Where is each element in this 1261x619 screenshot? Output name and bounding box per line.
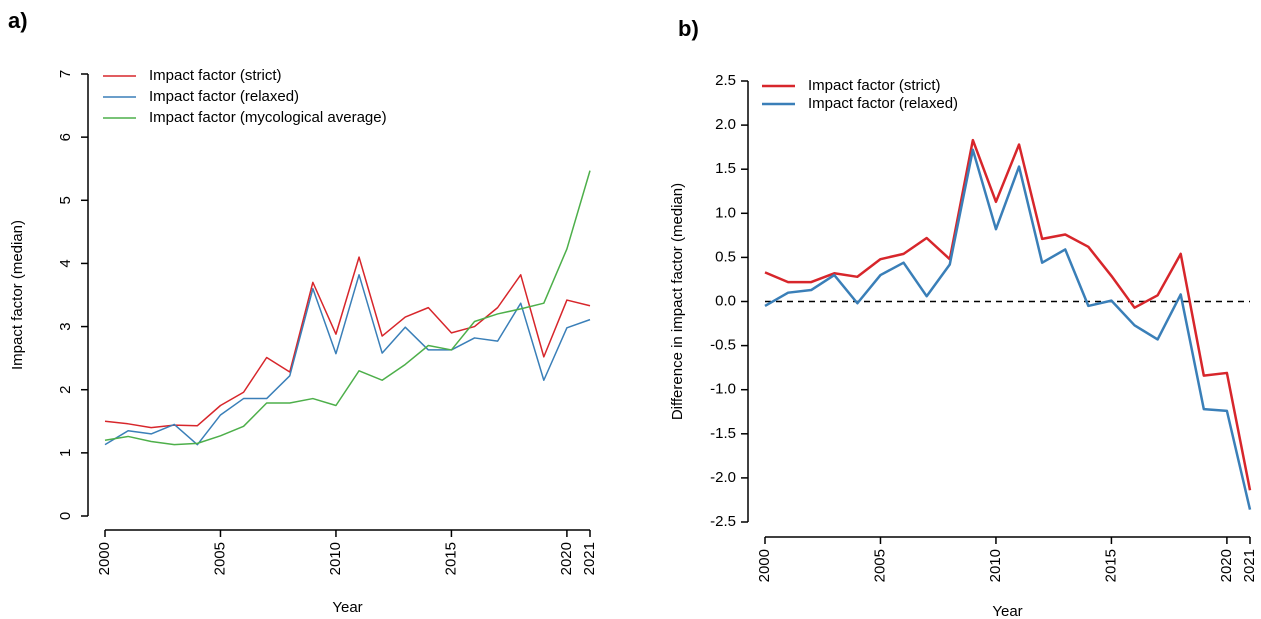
x-tick-label: 2010: [327, 542, 344, 575]
x-tick-label: 2020: [558, 542, 575, 575]
y-tick-label: 6: [57, 133, 74, 141]
x-tick-label: 2005: [211, 542, 228, 575]
y-tick-label: 7: [57, 70, 74, 78]
y-tick-label: -2.0: [710, 469, 736, 486]
y-tick-label: 0.5: [715, 248, 736, 265]
y-tick-label: 0: [57, 512, 74, 520]
y-tick-label: 5: [57, 196, 74, 204]
y-axis-label: Impact factor (median): [9, 220, 26, 370]
y-tick-label: -1.5: [710, 425, 736, 442]
x-tick-label: 2000: [96, 542, 113, 575]
y-tick-label: 0.0: [715, 292, 736, 309]
series-line: [104, 256, 591, 429]
y-tick-label: 2: [57, 386, 74, 394]
y-tick-label: 1.0: [715, 204, 736, 221]
y-tick-label: 1: [57, 449, 74, 457]
series-line: [104, 170, 591, 446]
panel-label: a): [8, 8, 28, 33]
y-tick-label: 2.0: [715, 116, 736, 133]
x-tick-label: 2021: [1241, 549, 1258, 582]
legend-label: Impact factor (mycological average): [149, 109, 387, 126]
series-line: [764, 138, 1252, 491]
y-tick-label: -2.5: [710, 513, 736, 530]
y-tick-label: -1.0: [710, 381, 736, 398]
series-line: [764, 148, 1252, 510]
x-tick-label: 2015: [1102, 549, 1119, 582]
series-line: [104, 274, 591, 446]
panel-label: b): [678, 16, 699, 41]
legend-label: Impact factor (strict): [149, 67, 282, 84]
y-axis-label: Difference in impact factor (median): [669, 183, 686, 420]
x-tick-label: 2021: [581, 542, 598, 575]
y-tick-label: 2.5: [715, 72, 736, 89]
x-tick-label: 2015: [442, 542, 459, 575]
legend-label: Impact factor (strict): [808, 77, 941, 94]
legend-label: Impact factor (relaxed): [149, 88, 299, 105]
x-axis-label: Year: [332, 599, 362, 616]
y-tick-label: 4: [57, 259, 74, 267]
x-tick-label: 2010: [987, 549, 1004, 582]
x-tick-label: 2000: [756, 549, 773, 582]
y-tick-label: 3: [57, 322, 74, 330]
y-tick-label: -0.5: [710, 337, 736, 354]
legend-label: Impact factor (relaxed): [808, 95, 958, 112]
y-tick-label: 1.5: [715, 160, 736, 177]
x-tick-label: 2005: [871, 549, 888, 582]
x-axis-label: Year: [992, 603, 1022, 619]
x-tick-label: 2020: [1218, 549, 1235, 582]
